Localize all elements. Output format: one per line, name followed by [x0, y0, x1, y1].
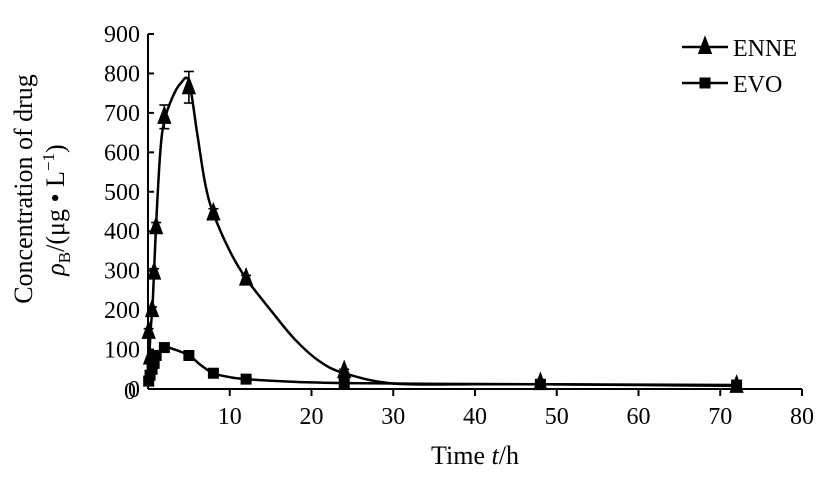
data-point-enne	[157, 105, 172, 124]
y-tick-label: 700	[104, 101, 140, 127]
x-tick-label: 10	[218, 404, 242, 430]
x-tick-label: 80	[790, 404, 814, 430]
data-point-enne	[149, 215, 164, 235]
data-point-evo	[146, 363, 158, 375]
x-label-var: t	[492, 441, 500, 470]
data-point-enne	[141, 320, 156, 339]
data-point-enne	[337, 359, 352, 379]
y-label-superscript: −1	[39, 153, 58, 171]
data-point-enne	[206, 201, 221, 221]
series-line-evo	[146, 345, 737, 387]
y-label-close: )	[41, 144, 70, 153]
data-point-enne	[144, 298, 160, 318]
y-label-symbol: ρ	[41, 263, 70, 276]
data-point-evo	[207, 367, 219, 379]
y-tick-label: 200	[104, 298, 140, 324]
y-tick-label: 100	[104, 338, 140, 364]
data-point-evo	[143, 375, 155, 387]
legend-marker-enne	[697, 35, 713, 55]
data-point-enne	[181, 75, 197, 95]
data-markers	[141, 75, 744, 393]
y-tick-label: 0	[128, 377, 140, 403]
data-point-enne	[238, 266, 254, 286]
y-tick-label: 400	[104, 219, 140, 245]
x-tick-label: 30	[381, 404, 405, 430]
data-point-evo	[731, 379, 743, 391]
data-point-evo	[150, 349, 162, 361]
data-point-evo	[148, 357, 160, 369]
data-point-evo	[240, 373, 252, 385]
x-label-suffix: /h	[499, 441, 519, 470]
y-axis-label-line2: ρB/(μg • L−1)	[39, 144, 74, 276]
y-tick-label: 800	[104, 61, 140, 87]
y-tick-label: 300	[104, 259, 140, 285]
y-tick-label: 600	[104, 140, 140, 166]
x-tick-label: 50	[545, 404, 569, 430]
y-label-unit: /(μg • L	[41, 171, 70, 252]
series-lines	[146, 76, 737, 388]
data-point-evo	[534, 378, 546, 390]
x-label-prefix: Time	[431, 441, 491, 470]
data-point-evo	[183, 349, 195, 361]
y-tick-label: 500	[104, 180, 140, 206]
x-tick-label-origin: 0	[124, 379, 136, 405]
legend-label-evo: EVO	[733, 72, 782, 98]
y-axis-label-line1: Concentration of drug	[9, 74, 38, 304]
data-point-evo	[338, 377, 350, 389]
data-point-evo	[158, 342, 170, 354]
data-point-enne	[146, 260, 162, 280]
data-point-evo	[144, 369, 156, 381]
x-axis-label: Time t/h	[431, 441, 519, 470]
x-tick-label: 60	[627, 404, 651, 430]
series-line-enne	[146, 76, 737, 388]
y-label-subscript: B	[55, 252, 74, 263]
legend-marker-evo	[699, 77, 711, 89]
legend-label-enne: ENNE	[733, 36, 797, 62]
error-bars	[143, 70, 350, 375]
x-tick-label: 40	[463, 404, 487, 430]
legend: ENNE EVO	[682, 35, 797, 98]
x-tick-label: 20	[300, 404, 324, 430]
x-tick-label: 70	[708, 404, 732, 430]
y-tick-label: 900	[104, 22, 140, 48]
